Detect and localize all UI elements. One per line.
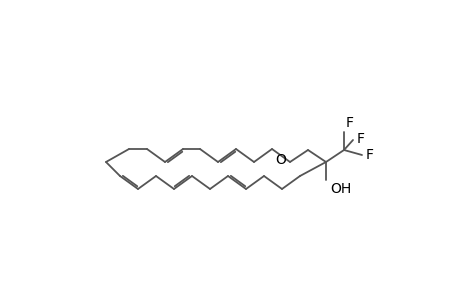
Text: F: F xyxy=(365,148,373,162)
Text: F: F xyxy=(345,116,353,130)
Text: OH: OH xyxy=(329,182,351,196)
Text: F: F xyxy=(356,132,364,146)
Text: O: O xyxy=(274,153,285,167)
